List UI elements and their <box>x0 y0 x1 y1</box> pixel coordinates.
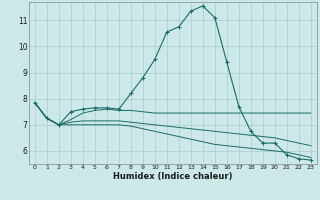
X-axis label: Humidex (Indice chaleur): Humidex (Indice chaleur) <box>113 172 233 181</box>
